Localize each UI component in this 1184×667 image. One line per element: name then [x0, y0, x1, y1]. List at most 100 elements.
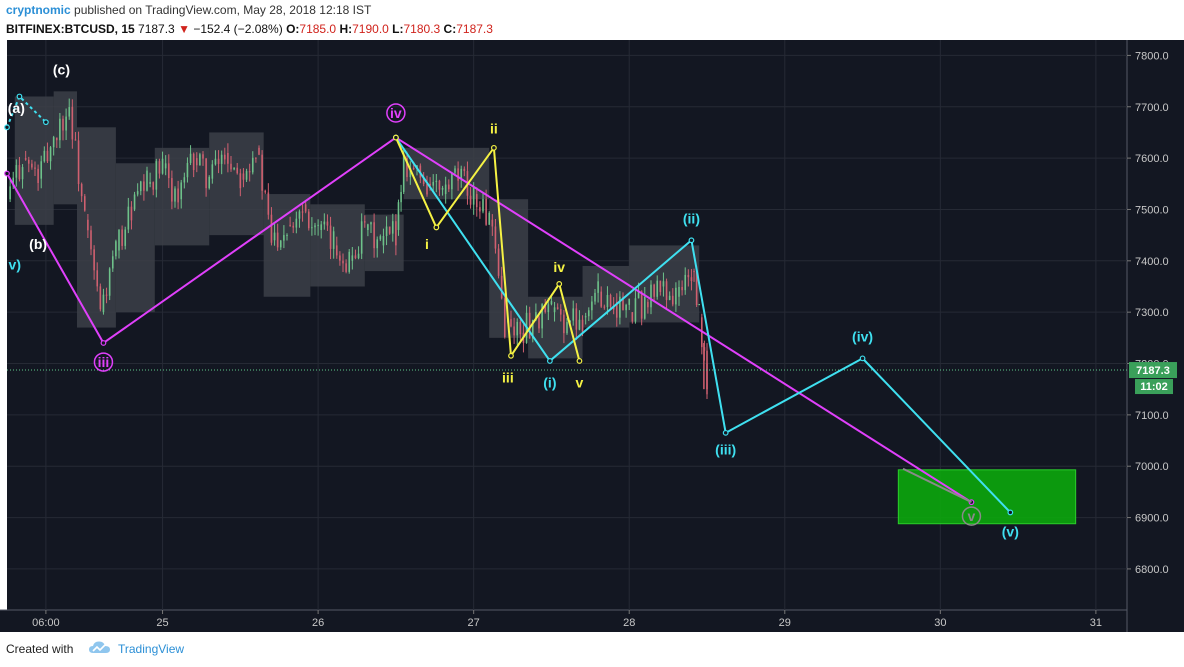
candle-body	[553, 307, 556, 313]
target-zone-box	[897, 469, 1077, 525]
candle-body	[40, 161, 43, 179]
candle-body	[258, 147, 260, 155]
wave-line-1	[395, 136, 1012, 514]
candle-body	[690, 277, 693, 282]
wave-label: iii	[502, 369, 514, 385]
candle-body	[370, 222, 372, 225]
candle-body	[572, 308, 575, 321]
candle-body	[9, 186, 11, 200]
wave-point	[4, 170, 10, 177]
candle-body	[223, 154, 226, 160]
wave-point	[100, 340, 107, 346]
tradingview-link[interactable]: TradingView	[118, 642, 185, 656]
candle-body	[77, 140, 80, 185]
y-tick-label: 7100.0	[1135, 410, 1169, 422]
candle-body	[127, 206, 130, 230]
candle-body	[615, 301, 618, 318]
x-tick-label: 27	[468, 617, 480, 629]
wave-label-circle	[386, 103, 406, 123]
candle-body	[43, 150, 46, 162]
candle-body	[597, 281, 599, 293]
candle-body	[354, 255, 357, 259]
candle-body	[426, 184, 428, 195]
high-label: H:	[339, 22, 353, 36]
candle-body	[12, 177, 15, 187]
candle-body	[460, 168, 463, 179]
low-label: L:	[392, 22, 404, 36]
x-tick-label: 26	[312, 617, 324, 629]
candle-body	[550, 301, 553, 305]
candle-body	[432, 181, 435, 186]
candle-body	[245, 171, 248, 180]
candle-body	[454, 168, 456, 173]
candle-body	[335, 245, 338, 256]
low-value: 7180.3	[403, 22, 441, 36]
candle-body	[65, 116, 67, 131]
author-link[interactable]: cryptnomic	[6, 3, 71, 17]
candle-body	[111, 256, 114, 269]
candle-body	[535, 312, 537, 321]
candle-body	[230, 163, 232, 170]
wave-label: v	[576, 375, 584, 391]
candle-body	[698, 304, 701, 306]
price-band	[582, 265, 630, 328]
candle-body	[538, 317, 540, 329]
wave-label: v)	[9, 257, 21, 273]
candle-body	[397, 202, 400, 230]
candle-body	[311, 227, 313, 229]
candle-body	[133, 194, 136, 210]
candle-body	[671, 295, 674, 305]
wave-label-circle	[93, 352, 114, 372]
y-tick-label: 6900.0	[1135, 513, 1169, 525]
candle-body	[563, 314, 565, 334]
candle-body	[475, 194, 478, 208]
price-change: −152.4 (−2.08%)	[193, 22, 283, 36]
wave-point	[859, 355, 866, 362]
candle-body	[339, 255, 341, 261]
open-value: 7185.0	[299, 22, 337, 36]
price-chart[interactable]: 6800.06900.07000.07100.07200.07300.07400…	[0, 0, 1184, 632]
candle-body	[167, 163, 170, 179]
x-tick-label: 25	[156, 617, 168, 629]
candle-body	[494, 226, 497, 249]
candle-body	[622, 296, 624, 311]
candle-body	[485, 199, 487, 225]
candle-body	[189, 153, 192, 163]
candle-body	[46, 150, 49, 162]
x-tick-label: 29	[779, 617, 791, 629]
candle-body	[286, 234, 288, 236]
candle-body	[606, 294, 609, 308]
candle-body	[547, 304, 550, 313]
x-tick-label: 28	[623, 617, 635, 629]
candle-body	[575, 308, 578, 330]
candle-body	[472, 187, 475, 205]
countdown-label: 11:02	[1140, 381, 1168, 393]
wave-label: (i)	[543, 375, 556, 391]
candle-body	[653, 284, 655, 297]
x-tick-label: 06:00	[32, 617, 60, 629]
wave-point	[392, 134, 399, 141]
candle-body	[205, 158, 207, 189]
candle-body	[143, 181, 145, 191]
wave-label: (a)	[8, 100, 25, 116]
wave-point	[4, 124, 10, 131]
wave-label: iii	[98, 354, 110, 370]
candle-body	[516, 321, 519, 336]
candle-body	[124, 229, 127, 246]
created-with-text: Created with	[6, 642, 74, 656]
wave-label: (v)	[1002, 524, 1019, 540]
wave-point	[490, 144, 497, 151]
price-band	[310, 204, 365, 287]
wave-point	[576, 358, 583, 364]
candle-body	[342, 260, 344, 264]
candle-body	[647, 301, 649, 308]
publish-info: published on TradingView.com, May 28, 20…	[74, 3, 372, 17]
candle-body	[491, 219, 494, 227]
candle-body	[332, 231, 335, 249]
candle-body	[469, 195, 472, 205]
y-tick-label: 7300.0	[1135, 307, 1169, 319]
candle-body	[273, 232, 276, 241]
candle-body	[146, 170, 148, 191]
candle-body	[345, 263, 347, 272]
candle-body	[255, 157, 257, 159]
